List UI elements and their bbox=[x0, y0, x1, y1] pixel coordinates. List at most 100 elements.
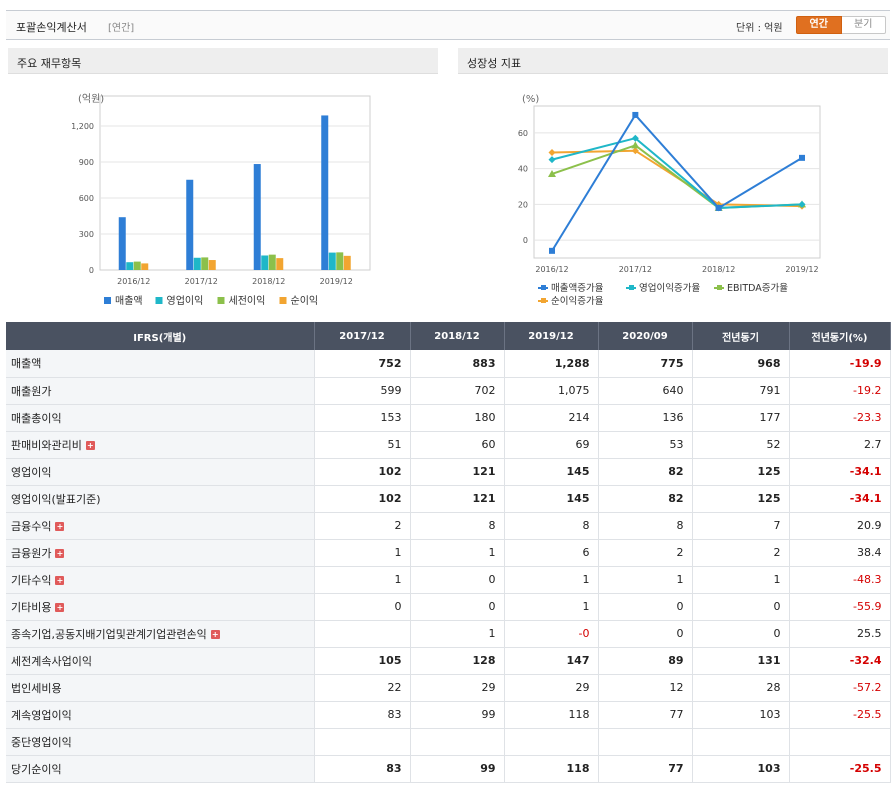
value-cell: 128 bbox=[410, 647, 505, 675]
x-tick-label: 2016/12 bbox=[535, 265, 568, 274]
value-cell bbox=[314, 620, 411, 648]
row-label-cell: 매출총이익 bbox=[6, 404, 315, 432]
expand-plus-icon[interactable]: + bbox=[55, 549, 65, 558]
expand-plus-icon[interactable]: + bbox=[55, 576, 65, 585]
value-cell: 25.5 bbox=[789, 620, 891, 648]
legend-swatch bbox=[104, 297, 111, 304]
point-marker bbox=[631, 141, 640, 149]
column-header: 2020/09 bbox=[598, 322, 693, 350]
legend-label: 매출액증가율 bbox=[551, 282, 604, 294]
row-label: 기타수익 bbox=[11, 573, 52, 587]
point-marker bbox=[548, 169, 556, 177]
y-tick-label: 600 bbox=[79, 194, 94, 203]
table-row: 계속영업이익 83 99 118 77 103 -25.5 bbox=[6, 701, 891, 729]
point-marker bbox=[715, 204, 722, 211]
table-row: 당기순이익 83 99 118 77 103 -25.5 bbox=[6, 755, 891, 783]
value-cell: 883 bbox=[410, 350, 505, 378]
x-tick-label: 2018/12 bbox=[702, 265, 735, 274]
value-cell: 28 bbox=[692, 674, 790, 702]
value-cell: 125 bbox=[692, 458, 790, 486]
legend-label: EBITDA증가율 bbox=[727, 283, 788, 294]
bar-4-2019-12 bbox=[343, 255, 351, 270]
bar-2-2019-12 bbox=[328, 252, 336, 270]
column-header: 2019/12 bbox=[504, 322, 599, 350]
column-header: IFRS(개별) bbox=[6, 322, 315, 350]
growth-title: 성장성 지표 bbox=[467, 57, 522, 70]
period-subtitle: [연간] bbox=[108, 23, 135, 34]
x-tick-label: 2019/12 bbox=[320, 277, 353, 286]
point-marker bbox=[631, 134, 639, 142]
value-cell: 968 bbox=[692, 350, 790, 378]
point-marker bbox=[799, 154, 805, 161]
value-cell: 0 bbox=[410, 593, 505, 621]
bar-1-2019-12 bbox=[321, 115, 329, 270]
row-label-cell: 금융수익 + bbox=[6, 512, 315, 540]
legend-label: 순이익증가율 bbox=[551, 295, 604, 307]
value-cell: 22 bbox=[314, 674, 411, 702]
table-row: 매출원가 599 702 1,075 640 791 -19.2 bbox=[6, 377, 891, 405]
quarter-button[interactable]: 분기 bbox=[841, 16, 886, 34]
value-cell: -19.2 bbox=[789, 377, 891, 405]
x-tick-label: 2017/12 bbox=[619, 265, 652, 274]
bar-2-2016-12 bbox=[126, 262, 134, 270]
row-label-cell: 기타수익 + bbox=[6, 566, 315, 594]
value-cell: 1 bbox=[314, 566, 411, 594]
row-label: 매출액 bbox=[11, 357, 42, 371]
value-cell: 2 bbox=[598, 539, 693, 567]
bar-2-2017-12 bbox=[193, 257, 201, 270]
value-cell: 180 bbox=[410, 404, 505, 432]
y-tick-label: 1,200 bbox=[71, 122, 94, 131]
value-cell bbox=[410, 728, 505, 756]
expand-plus-icon[interactable]: + bbox=[55, 603, 65, 612]
expand-plus-icon[interactable]: + bbox=[210, 630, 220, 639]
table-row: 매출액 752 883 1,288 775 968 -19.9 bbox=[6, 350, 891, 378]
value-cell: 145 bbox=[504, 485, 599, 513]
row-label: 중단영업이익 bbox=[11, 735, 72, 749]
value-cell bbox=[692, 728, 790, 756]
value-cell: 1 bbox=[410, 620, 505, 648]
x-tick-label: 2019/12 bbox=[785, 265, 818, 274]
row-label: 판매비와관리비 bbox=[11, 438, 82, 452]
value-cell: -25.5 bbox=[789, 701, 891, 729]
value-cell: 82 bbox=[598, 458, 693, 486]
value-cell: 640 bbox=[598, 377, 693, 405]
point-marker bbox=[549, 247, 555, 254]
column-header: 2017/12 bbox=[314, 322, 411, 350]
value-cell: 1,288 bbox=[504, 350, 599, 378]
point-marker bbox=[548, 148, 556, 156]
period-toggle: 연간 분기 bbox=[796, 16, 886, 34]
value-cell: 89 bbox=[598, 647, 693, 675]
expand-plus-icon[interactable]: + bbox=[55, 522, 65, 531]
unit-label: 단위 : 억원 bbox=[736, 23, 783, 34]
value-cell: 1 bbox=[410, 539, 505, 567]
point-marker bbox=[632, 111, 639, 118]
point-marker bbox=[798, 200, 806, 208]
value-cell: 752 bbox=[314, 350, 411, 378]
row-label-cell: 계속영업이익 bbox=[6, 701, 315, 729]
y-tick-label: 60 bbox=[518, 129, 528, 138]
table-row: 영업이익(발표기준) 102 121 145 82 125 -34.1 bbox=[6, 485, 891, 513]
row-label-cell: 기타비용 + bbox=[6, 593, 315, 621]
value-cell bbox=[789, 728, 891, 756]
expand-plus-icon[interactable]: + bbox=[85, 441, 95, 450]
annual-button[interactable]: 연간 bbox=[796, 16, 842, 34]
legend-label: 영업이익 bbox=[167, 294, 204, 307]
value-cell: 38.4 bbox=[789, 539, 891, 567]
value-cell: 0 bbox=[598, 593, 693, 621]
row-label-cell: 당기순이익 bbox=[6, 755, 315, 783]
row-label: 매출원가 bbox=[11, 384, 52, 398]
value-cell: 60 bbox=[410, 431, 505, 459]
value-cell: 145 bbox=[504, 458, 599, 486]
point-marker bbox=[631, 147, 639, 155]
legend-marker bbox=[541, 298, 546, 303]
y-tick-label: 20 bbox=[518, 200, 528, 209]
value-cell: 0 bbox=[598, 620, 693, 648]
row-label-cell: 매출액 bbox=[6, 350, 315, 378]
plot-area bbox=[533, 105, 821, 259]
value-cell: 103 bbox=[692, 755, 790, 783]
value-cell: 775 bbox=[598, 350, 693, 378]
x-tick-label: 2017/12 bbox=[185, 277, 218, 286]
row-label: 당기순이익 bbox=[11, 762, 62, 776]
value-cell: 1 bbox=[314, 539, 411, 567]
y-unit-label: (%) bbox=[522, 94, 539, 105]
